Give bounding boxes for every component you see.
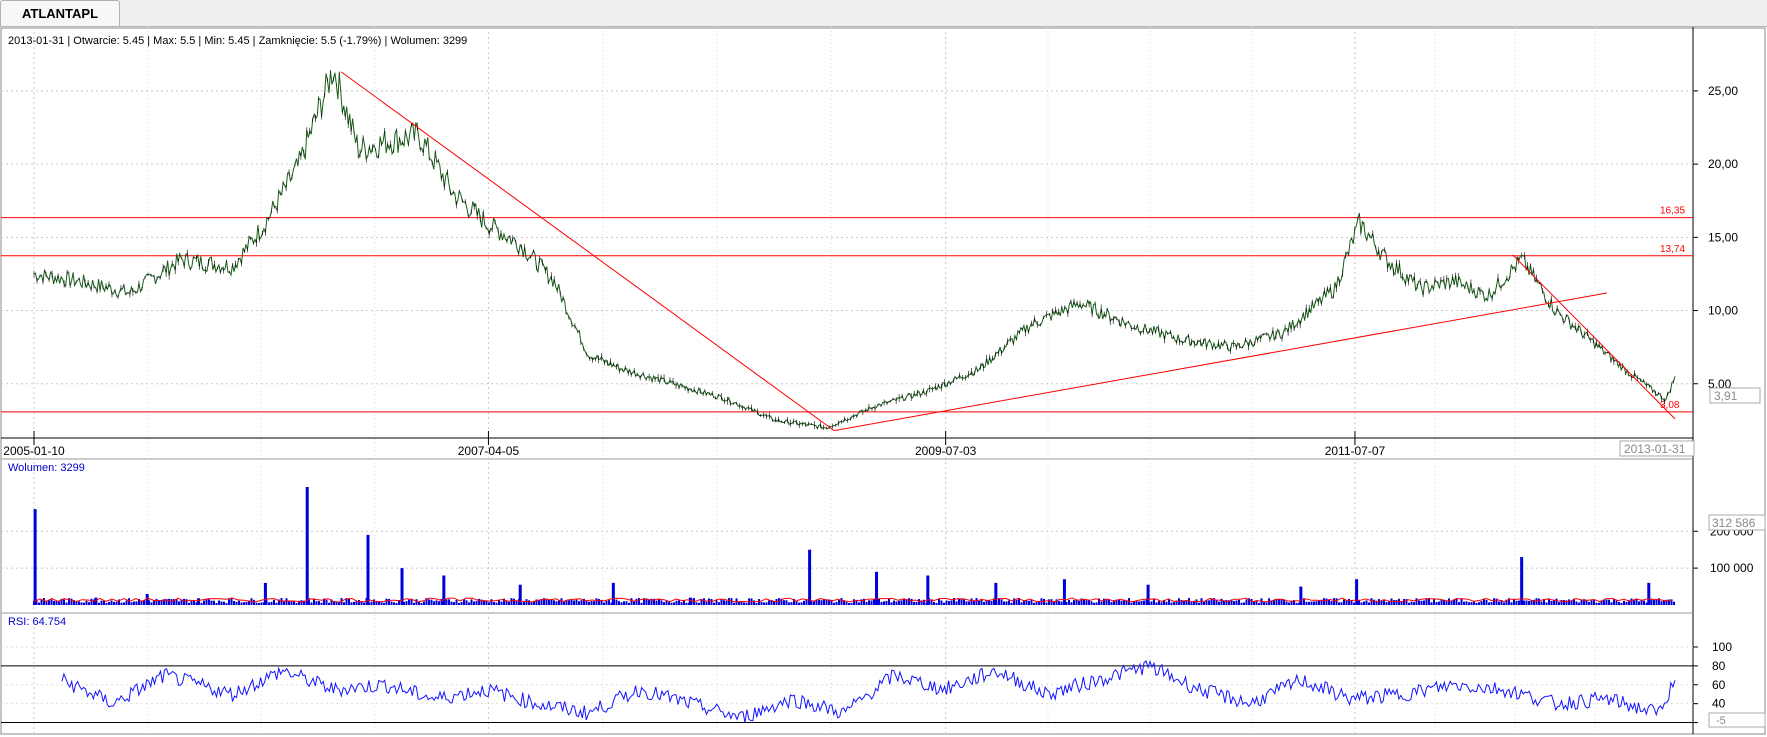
volume-bar[interactable] — [1299, 586, 1303, 605]
rsi-badge — [1708, 712, 1766, 728]
volume-bar[interactable] — [1062, 579, 1066, 605]
rsi-tick-label: 60 — [1712, 678, 1726, 692]
price-tick-label: 25,00 — [1708, 84, 1738, 98]
price-panel-frame — [0, 27, 1766, 735]
price-tick-label: 15,00 — [1708, 230, 1738, 244]
volume-label: Wolumen: 3299 — [8, 462, 85, 474]
volume-bar[interactable] — [94, 597, 98, 605]
price-tick-label: 20,00 — [1708, 157, 1738, 171]
rsi-axis: 20406080100 — [1693, 640, 1732, 730]
trend-lines — [340, 71, 1676, 432]
volume-series — [33, 487, 1675, 606]
rsi-label: RSI: 64.754 — [8, 616, 66, 628]
volume-bar[interactable] — [196, 598, 200, 605]
volume-bar[interactable] — [366, 534, 370, 605]
date-axis: 2005-01-10 2007-04-05 2009-07-03 2011-07-07 — [3, 431, 1386, 458]
price-tick-label: 10,00 — [1708, 304, 1738, 318]
info-min: Min: 5.45 — [204, 35, 249, 47]
info-volume: Wolumen: 3299 — [390, 35, 467, 47]
info-max: Max: 5.5 — [153, 35, 195, 47]
volume-bar[interactable] — [442, 575, 446, 606]
volume-bar[interactable] — [33, 509, 37, 605]
tab-atlantapl[interactable]: ATLANTAPL — [0, 0, 120, 26]
volume-bar[interactable] — [1146, 584, 1150, 605]
date-badge — [1619, 440, 1695, 457]
chart-area — [0, 27, 1767, 737]
rsi-tick-label: 80 — [1712, 659, 1726, 673]
volume-badge-text: 312 586 — [1712, 516, 1756, 530]
rsi-tick-label: 40 — [1712, 697, 1726, 711]
level-label: 16,35 — [1660, 206, 1685, 217]
volume-bar[interactable] — [994, 582, 998, 605]
date-badge-text: 2013-01-31 — [1624, 442, 1686, 456]
volume-bar[interactable] — [400, 568, 404, 605]
price-line[interactable] — [33, 71, 1676, 430]
last-price-badge — [1709, 387, 1761, 404]
grid — [1, 27, 1693, 734]
volume-average-line — [33, 597, 1673, 603]
volume-bar[interactable] — [518, 584, 522, 605]
rsi-line[interactable] — [61, 659, 1676, 723]
volume-bar[interactable] — [611, 582, 615, 605]
date-tick-label: 2005-01-10 — [3, 444, 65, 458]
price-series — [33, 69, 1676, 430]
volume-bar[interactable] — [263, 582, 267, 605]
volume-bar[interactable] — [688, 597, 692, 605]
tab-bar: ATLANTAPL — [0, 0, 1767, 27]
volume-bar[interactable] — [808, 549, 812, 605]
info-date: 2013-01-31 — [8, 35, 64, 47]
level-label: 3,08 — [1660, 400, 1680, 411]
trend-line[interactable] — [834, 292, 1608, 432]
volume-badge — [1708, 514, 1766, 531]
volume-bar[interactable] — [875, 571, 879, 605]
volume-bar[interactable] — [1355, 579, 1359, 605]
date-tick-label: 2011-07-07 — [1325, 444, 1386, 458]
rsi-badge-text: -5 — [1716, 715, 1726, 727]
volume-bar[interactable] — [145, 593, 149, 605]
volume-tick-label: 100 000 — [1710, 561, 1754, 575]
date-tick-label: 2009-07-03 — [915, 444, 977, 458]
info-open: Otwarcie: 5.45 — [73, 35, 144, 47]
rsi-tick-label: 100 — [1712, 640, 1732, 654]
rsi-series — [1, 659, 1693, 724]
date-tick-label: 2007-04-05 — [458, 444, 520, 458]
level-label: 13,74 — [1660, 244, 1685, 255]
info-close: Zamknięcie: 5.5 (-1.79%) — [259, 35, 382, 47]
price-axis: 5,00 10,00 15,00 20,00 25,00 — [1693, 84, 1738, 391]
trend-line[interactable] — [340, 71, 835, 432]
ohlc-info: 2013-01-31 | Otwarcie: 5.45 | Max: 5.5 |… — [8, 35, 467, 47]
volume-bar[interactable] — [1520, 557, 1524, 605]
volume-bar[interactable] — [926, 575, 930, 606]
last-price-badge-text: 3,91 — [1714, 389, 1738, 403]
volume-bar[interactable] — [1647, 582, 1651, 605]
trend-line[interactable] — [1512, 254, 1676, 420]
price-tick-label: 5,00 — [1708, 377, 1732, 391]
price-levels: 16,35 13,74 3,08 — [1, 206, 1693, 413]
volume-bar[interactable] — [305, 487, 309, 605]
